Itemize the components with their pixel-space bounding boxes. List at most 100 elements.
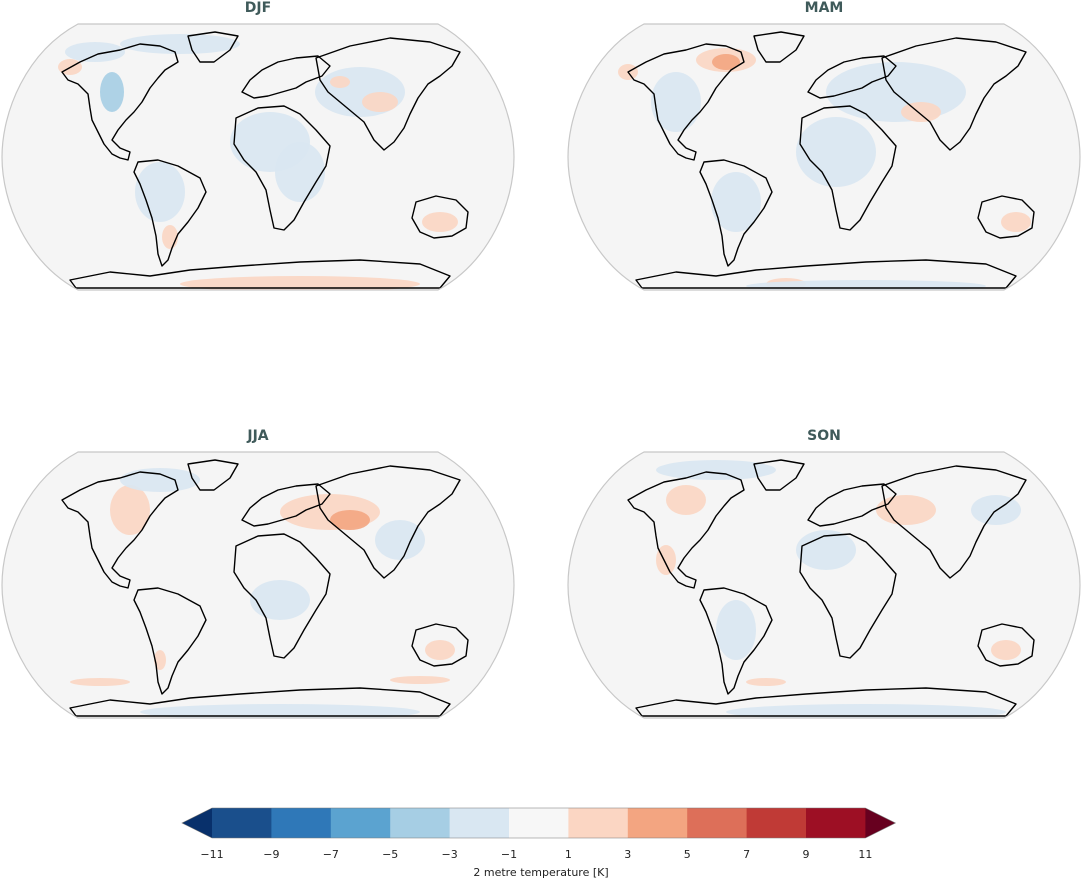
coastline-north-america [627,43,745,161]
colorbar-segment [746,808,807,838]
coastline-greenland [753,459,805,491]
colorbar-segment [390,808,451,838]
coastline-africa [799,105,897,231]
anomaly-region [390,676,450,684]
panel-title: MAM [804,0,844,16]
panel-title: DJF [244,0,272,16]
map-content [2,452,514,718]
coastline-australia [977,623,1035,667]
colorbar-tick-label: −11 [200,848,224,861]
coastline-north-america [61,43,179,161]
anomaly-region [711,172,761,232]
colorbar-segment [449,808,510,838]
map-panel-son: SON [566,428,1082,728]
colorbar-segment [271,808,332,838]
map-frame [1,23,515,291]
colorbar-tick-label: −1 [500,848,518,861]
colorbar-extend-low [182,808,212,838]
coastline-europe [241,483,331,527]
anomaly-region [666,485,706,515]
panel-title: JJA [247,428,269,444]
coastline-antarctica [635,259,1017,289]
anomaly-region [120,34,240,54]
colorbar-segment [509,808,569,838]
coastline-africa [799,533,897,659]
anomaly-region [746,280,986,290]
colorbar-extend-high [865,808,896,838]
colorbar-segment [687,808,748,838]
anomaly-region [330,510,370,530]
coastline-australia [977,195,1035,239]
anomaly-region [154,650,166,670]
anomaly-region [162,225,178,249]
colorbar-tick-label: 5 [683,848,691,861]
panel-title: SON [807,428,841,444]
colorbar-segment [806,808,866,838]
anomaly-region [422,212,458,232]
coastline-europe [807,483,897,527]
colorbar-segment [212,808,272,838]
colorbar-tick-label: 3 [624,848,632,861]
anomaly-region [651,72,701,132]
map-frame [1,451,515,719]
map-content [2,24,514,290]
coastline-europe [807,55,897,99]
anomaly-region [362,92,398,112]
anomaly-region [901,102,941,122]
anomaly-region [65,42,125,62]
coastline-south-america [699,159,773,267]
anomaly-region [712,54,740,70]
colorbar-tick-label: 9 [802,848,810,861]
world-map [567,23,1081,291]
map-panel-djf: DJF [0,0,516,300]
anomaly-region [250,580,310,620]
anomaly-region [275,142,325,202]
coastline-north-america [627,471,745,589]
anomaly-region [796,530,856,570]
anomaly-region [70,678,130,686]
anomaly-region [375,520,425,560]
anomaly-region [746,678,786,686]
colorbar-tick-label: −3 [441,848,458,861]
map-content [568,24,1080,290]
anomaly-region [876,495,936,525]
world-map [567,451,1081,719]
coastline-africa [233,105,331,231]
anomaly-region [100,72,124,112]
map-frame [567,23,1081,291]
coastline-south-america [133,159,207,267]
colorbar-segment [627,808,688,838]
coastline-australia [411,195,469,239]
anomaly-region [120,468,200,492]
anomaly-region [1001,212,1031,232]
coastline-africa [233,533,331,659]
coastline-antarctica [69,687,451,717]
coastline-south-america [699,587,773,695]
colorbar-label: 2 metre temperature [K] [473,866,609,879]
anomaly-region [135,162,185,222]
coastline-antarctica [69,259,451,289]
coastline-asia [881,37,1027,151]
colorbar-tick-label: 11 [858,848,873,861]
coastline-asia [315,465,461,579]
map-frame [567,451,1081,719]
map-panel-jja: JJA [0,428,516,728]
colorbar-segment [568,808,629,838]
coastline-greenland [187,459,239,491]
ocean-background [568,452,1080,718]
coastline-asia [881,465,1027,579]
colorbar-segment [330,808,391,838]
anomaly-region [716,600,756,660]
anomaly-region [330,76,350,88]
anomaly-region [796,117,876,187]
coastline-asia [315,37,461,151]
coastline-antarctica [635,687,1017,717]
colorbar-outline [181,807,897,839]
anomaly-region [991,640,1021,660]
colorbar-tick-label: 1 [564,848,572,861]
coastline-australia [411,623,469,667]
world-map [1,23,515,291]
coastline-south-america [133,587,207,695]
world-map [1,451,515,719]
map-panel-mam: MAM [566,0,1082,300]
